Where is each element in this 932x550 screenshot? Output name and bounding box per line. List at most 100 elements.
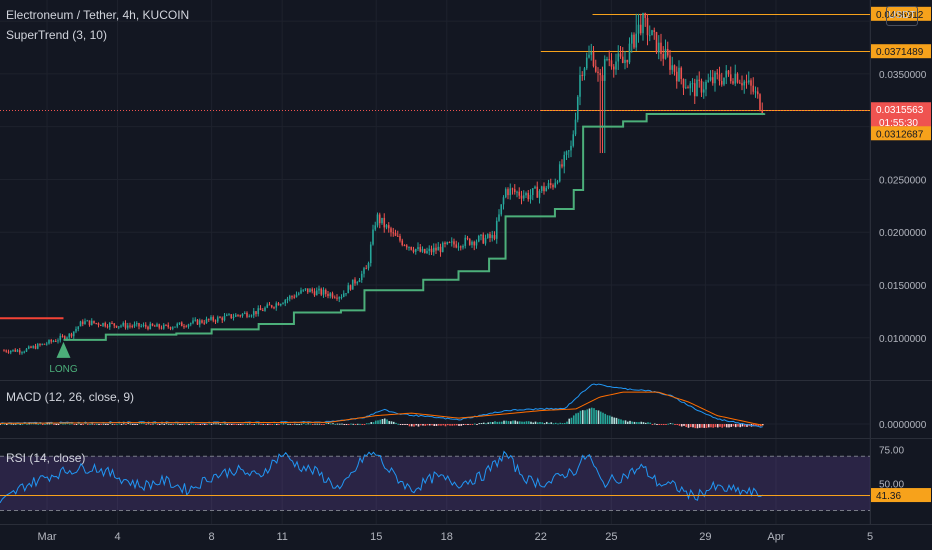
candle-body <box>270 305 273 308</box>
macd-histogram-bar <box>428 424 431 426</box>
macd-histogram-bar <box>516 421 519 424</box>
macd-histogram-bar <box>107 424 109 425</box>
macd-histogram-bar <box>602 412 604 424</box>
macd-histogram-bar <box>613 417 616 424</box>
candle-body <box>412 249 415 252</box>
macd-histogram-bar <box>644 422 647 424</box>
macd-histogram-bar <box>689 424 692 428</box>
candle-body <box>491 235 494 238</box>
macd-histogram-bar <box>518 421 521 424</box>
candle-body <box>43 343 46 345</box>
macd-histogram-bar <box>752 424 755 427</box>
macd-histogram-bar <box>485 423 487 425</box>
macd-histogram-bar <box>75 424 78 425</box>
macd-histogram-bar <box>640 421 643 424</box>
candle-body <box>171 327 174 329</box>
macd-histogram-bar <box>723 424 726 427</box>
candle-body <box>716 72 719 75</box>
macd-histogram-bar <box>368 423 370 425</box>
currency-button[interactable]: USDT <box>886 6 918 26</box>
macd-histogram-bar <box>442 424 445 426</box>
candle-body <box>579 74 581 97</box>
macd-histogram-bar <box>449 424 451 426</box>
candle-body <box>315 290 318 296</box>
candle-body <box>612 66 615 70</box>
macd-histogram-bar <box>230 424 233 425</box>
macd-histogram-bar <box>496 421 499 424</box>
rsi-last-label: 41.36 <box>876 491 901 502</box>
macd-histogram-bar <box>721 424 724 428</box>
candle-body <box>333 297 336 299</box>
candle-body <box>615 61 617 70</box>
candle-body <box>286 298 289 301</box>
candle-body <box>369 244 372 264</box>
candle-body <box>111 322 113 324</box>
macd-histogram-bar <box>671 423 674 425</box>
candle-body <box>493 235 496 239</box>
macd-histogram-bar <box>248 423 251 425</box>
macd-histogram-bar <box>327 423 330 425</box>
candle-body <box>419 247 422 252</box>
macd-histogram-bar <box>696 424 699 429</box>
macd-histogram-bar <box>680 424 683 427</box>
candle-body <box>9 350 12 353</box>
macd-histogram-bar <box>122 423 125 425</box>
supertrend <box>0 113 766 341</box>
macd-histogram-bar <box>80 424 82 425</box>
candle-body <box>396 235 399 237</box>
candle-body <box>345 293 347 295</box>
candle-body <box>16 350 19 352</box>
candle-body <box>446 242 449 245</box>
candle-body <box>466 237 469 239</box>
candle-body <box>637 24 640 34</box>
macd-histogram-bar <box>86 424 89 425</box>
candle-body <box>522 195 525 199</box>
macd-histogram-bar <box>440 424 442 426</box>
candle-body <box>516 191 518 193</box>
supertrend-legend[interactable]: SuperTrend (3, 10) <box>6 28 107 42</box>
candle-body <box>385 225 388 228</box>
candle-body <box>102 323 104 326</box>
candle-body <box>525 193 527 196</box>
macd-histogram-bar <box>426 424 429 426</box>
macd-histogram-bar <box>282 423 285 425</box>
time-tick-label: 18 <box>441 531 453 543</box>
price-tick-label: 0.0200000 <box>879 228 927 239</box>
macd-tick-label: 0.0000000 <box>879 420 927 431</box>
macd-histogram-bar <box>235 424 238 425</box>
macd-histogram-bar <box>732 424 735 427</box>
macd-histogram-bar <box>338 423 341 425</box>
candle-body <box>66 337 68 340</box>
macd-histogram-bar <box>577 412 580 424</box>
macd-histogram-bar <box>651 424 654 425</box>
macd-histogram-bar <box>167 423 170 425</box>
candle-body <box>255 311 257 315</box>
macd-histogram-bar <box>361 424 364 425</box>
candle-body <box>558 164 561 182</box>
macd-histogram-bar <box>622 420 625 424</box>
candle-body <box>324 289 327 294</box>
candle-body <box>48 340 50 344</box>
rsi-legend[interactable]: RSI (14, close) <box>6 451 86 465</box>
macd-histogram-bar <box>667 423 670 425</box>
macd-legend[interactable]: MACD (12, 26, close, 9) <box>6 390 135 404</box>
macd-histogram-bar <box>714 424 717 428</box>
macd-histogram-bar <box>584 410 586 424</box>
macd-histogram-bar <box>707 424 710 428</box>
macd-histogram-bar <box>314 423 316 425</box>
macd-histogram-bar <box>413 424 415 427</box>
macd-histogram-bar <box>185 423 188 425</box>
macd-histogram-bar <box>453 424 456 426</box>
macd-histogram-bar <box>359 423 361 425</box>
macd-histogram-bar <box>3 423 6 425</box>
candle-body <box>662 53 665 59</box>
candle-body <box>7 351 10 353</box>
candle-body <box>212 317 215 321</box>
macd-histogram-bar <box>401 424 404 425</box>
candle-body <box>18 350 21 353</box>
macd-histogram-bar <box>5 424 8 425</box>
candle-body <box>93 320 95 324</box>
candle-body <box>520 195 523 199</box>
candle-body <box>529 195 532 200</box>
